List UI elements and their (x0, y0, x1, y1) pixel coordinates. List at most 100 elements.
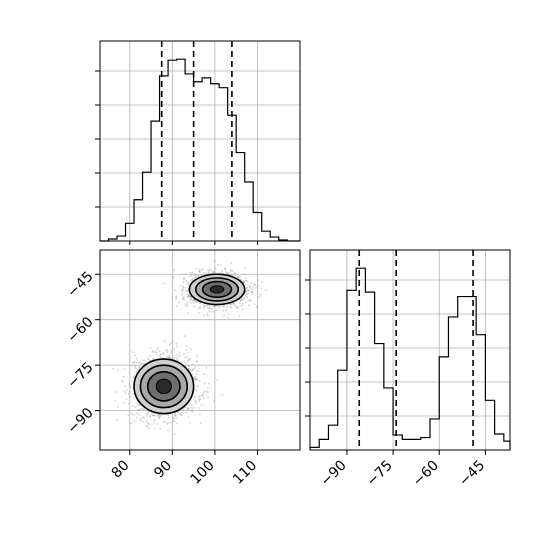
sample-point (232, 302, 235, 305)
sample-point (182, 286, 185, 288)
sample-point (230, 262, 233, 264)
sample-point (193, 298, 195, 301)
sample-point (186, 280, 189, 282)
sample-point (167, 429, 169, 432)
sample-point (242, 299, 245, 302)
sample-point (184, 411, 187, 414)
sample-point (125, 398, 128, 401)
sample-point (245, 290, 248, 293)
sample-point (147, 412, 150, 415)
sample-point (148, 358, 150, 361)
sample-point (184, 287, 187, 289)
sample-point (250, 298, 252, 301)
sample-point (227, 316, 229, 319)
sample-point (130, 413, 133, 415)
sample-point (182, 288, 184, 290)
sample-point (242, 296, 245, 299)
sample-point (207, 387, 210, 389)
sample-point (260, 287, 263, 290)
sample-point (182, 297, 184, 300)
sample-point (148, 423, 151, 426)
sample-point (136, 412, 139, 415)
sample-point (213, 304, 216, 307)
sample-point (152, 414, 154, 417)
sample-point (234, 304, 237, 307)
sample-point (183, 360, 185, 363)
sample-point (198, 364, 201, 366)
sample-point (244, 273, 247, 276)
sample-point (190, 273, 193, 276)
sample-point (197, 385, 199, 388)
histogram-y-panel: −90 −75 −60 −45 (305, 249, 511, 490)
sample-point (207, 382, 210, 385)
sample-point (259, 293, 262, 296)
sample-point (195, 379, 197, 382)
sample-point (203, 397, 205, 400)
sample-point (213, 260, 216, 263)
sample-point (239, 275, 241, 278)
sample-point (240, 299, 242, 302)
sample-point (205, 271, 208, 274)
y-tick-label: −45 (64, 269, 96, 301)
sample-point (159, 353, 162, 355)
sample-point (175, 345, 178, 348)
sample-point (128, 403, 130, 405)
sample-point (134, 364, 136, 367)
sample-point (208, 268, 211, 271)
sample-point (152, 414, 154, 416)
sample-point (143, 416, 145, 419)
sample-point (194, 377, 197, 380)
contour-line (155, 378, 172, 395)
scatter-contour-panel: 80 90 100 110 −45 −60 −75 −90 (64, 249, 301, 488)
sample-point (175, 417, 178, 419)
sample-point (140, 362, 143, 364)
sample-point (229, 306, 232, 309)
sample-point (201, 394, 204, 397)
sample-point (158, 417, 160, 419)
axes-frame (309, 249, 511, 451)
sample-point (254, 284, 257, 286)
sample-point (137, 405, 139, 407)
sample-point (180, 293, 183, 296)
sample-point (257, 279, 259, 281)
x-tick-label: −45 (456, 458, 488, 490)
sample-point (192, 363, 195, 366)
sample-point (193, 377, 195, 380)
sample-point (117, 406, 119, 408)
axes-frame (99, 249, 301, 451)
sample-point (238, 315, 241, 318)
sample-point (193, 299, 196, 302)
sample-point (191, 373, 194, 376)
sample-point (189, 295, 192, 298)
sample-point (243, 281, 246, 284)
sample-point (193, 376, 196, 378)
sample-point (225, 309, 228, 311)
sample-point (127, 414, 130, 417)
sample-point (113, 400, 116, 402)
sample-point (250, 290, 252, 293)
sample-point (172, 416, 175, 419)
sample-point (252, 285, 255, 288)
sample-point (177, 356, 180, 358)
sample-point (245, 287, 248, 289)
sample-point (205, 366, 208, 369)
sample-point (252, 288, 254, 291)
sample-point (245, 290, 248, 293)
x-tick-label: 100 (188, 458, 218, 488)
axes-frame (99, 40, 301, 242)
sample-point (177, 359, 179, 362)
sample-point (206, 304, 209, 307)
sample-point (240, 278, 242, 281)
sample-point (195, 301, 198, 304)
sample-point (206, 312, 209, 315)
sample-point (187, 359, 190, 361)
sample-point (146, 425, 148, 428)
sample-point (241, 308, 244, 311)
sample-point (191, 368, 194, 371)
sample-point (133, 375, 136, 378)
sample-point (180, 414, 183, 417)
sample-point (198, 400, 201, 402)
scatter-content (112, 260, 268, 436)
sample-point (146, 415, 148, 417)
sample-point (143, 408, 145, 411)
